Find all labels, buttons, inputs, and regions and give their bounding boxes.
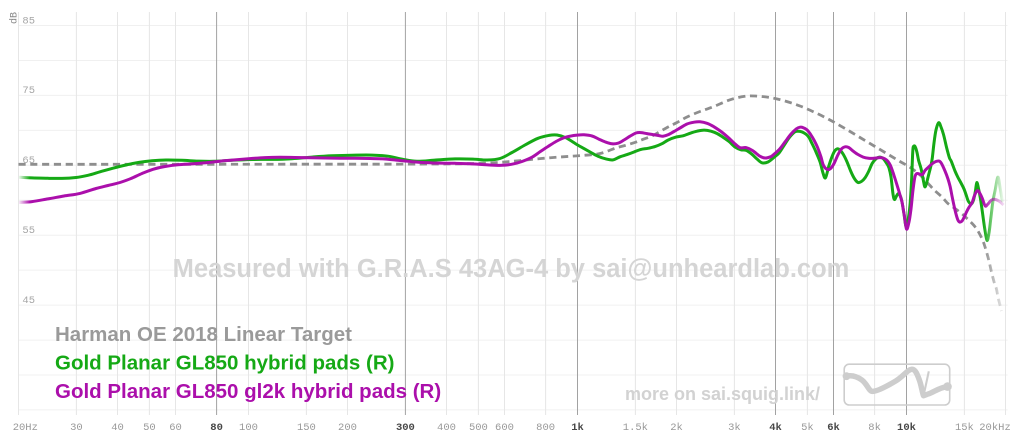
svg-text:50: 50: [143, 422, 156, 434]
svg-text:Measured with G.R.A.S 43AG-4 b: Measured with G.R.A.S 43AG-4 by sai@unhe…: [173, 255, 850, 283]
svg-text:Gold Planar GL850 hybrid pads: Gold Planar GL850 hybrid pads (R): [55, 352, 394, 375]
svg-text:65: 65: [22, 155, 35, 167]
svg-text:500: 500: [469, 422, 488, 434]
svg-text:45: 45: [22, 295, 35, 307]
svg-text:4k: 4k: [769, 422, 782, 434]
svg-text:10k: 10k: [897, 422, 916, 434]
svg-text:1k: 1k: [571, 422, 584, 434]
svg-text:5k: 5k: [801, 422, 814, 434]
svg-text:100: 100: [239, 422, 258, 434]
svg-text:more on sai.squig.link/: more on sai.squig.link/: [625, 384, 820, 404]
svg-text:2k: 2k: [670, 422, 683, 434]
svg-text:80: 80: [210, 422, 223, 434]
svg-text:8k: 8k: [868, 422, 881, 434]
svg-text:55: 55: [22, 225, 35, 237]
svg-text:15k: 15k: [955, 422, 974, 434]
svg-text:1.5k: 1.5k: [623, 422, 648, 434]
svg-text:600: 600: [495, 422, 514, 434]
svg-text:85: 85: [22, 15, 35, 27]
svg-text:150: 150: [297, 422, 316, 434]
svg-text:20Hz: 20Hz: [13, 422, 38, 434]
svg-text:75: 75: [22, 85, 35, 97]
svg-text:dB: dB: [9, 12, 21, 24]
svg-text:400: 400: [437, 422, 456, 434]
svg-text:Gold Planar GL850 gl2k hybrid: Gold Planar GL850 gl2k hybrid pads (R): [55, 380, 441, 403]
svg-text:6k: 6k: [827, 422, 840, 434]
svg-text:200: 200: [338, 422, 357, 434]
svg-text:20kHz: 20kHz: [979, 422, 1011, 434]
svg-text:800: 800: [536, 422, 555, 434]
svg-text:40: 40: [111, 422, 124, 434]
svg-text:30: 30: [70, 422, 83, 434]
svg-text:Harman OE 2018 Linear Target: Harman OE 2018 Linear Target: [55, 323, 352, 346]
svg-text:3k: 3k: [728, 422, 741, 434]
svg-text:300: 300: [396, 422, 415, 434]
svg-text:60: 60: [169, 422, 182, 434]
